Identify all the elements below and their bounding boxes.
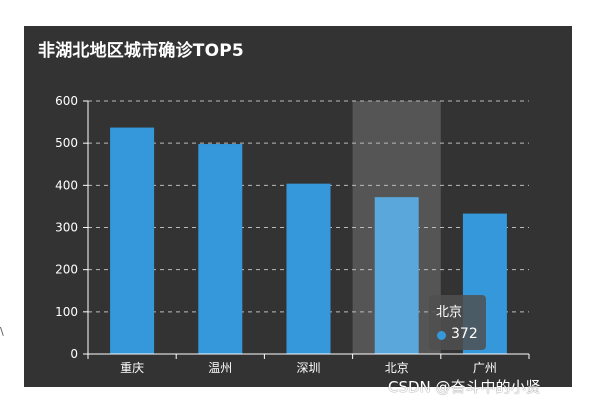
bar-温州 <box>198 144 243 354</box>
x-tick-label: 广州 <box>473 361 497 375</box>
tooltip-series-dot <box>437 331 446 340</box>
y-tick-label: 100 <box>55 305 78 319</box>
bars <box>110 127 507 354</box>
axes <box>83 100 530 359</box>
bar-北京 <box>374 197 419 354</box>
bar-重庆 <box>110 127 155 354</box>
tooltip-value: 372 <box>451 326 478 342</box>
x-tick-label: 北京 <box>385 361 409 375</box>
y-tick-label: 200 <box>55 263 78 277</box>
x-tick-label: 重庆 <box>120 361 144 375</box>
chart-title: 非湖北地区城市确诊TOP5 <box>38 41 244 61</box>
y-tick-label: 300 <box>55 221 78 235</box>
tooltip-title: 北京 <box>436 305 463 320</box>
y-tick-label: 400 <box>55 178 78 192</box>
grid-lines <box>88 100 529 313</box>
y-tick-label: 600 <box>55 94 78 108</box>
y-tick-label: 0 <box>70 347 78 361</box>
y-tick-label: 500 <box>55 136 78 150</box>
x-tick-label: 温州 <box>208 361 232 375</box>
bar-深圳 <box>286 183 331 354</box>
edge-mark: \ <box>0 325 4 338</box>
x-tick-label: 深圳 <box>296 361 320 375</box>
watermark: CSDN @奋斗中的小贤 <box>388 378 541 396</box>
tooltip: 北京 372 <box>429 295 486 350</box>
